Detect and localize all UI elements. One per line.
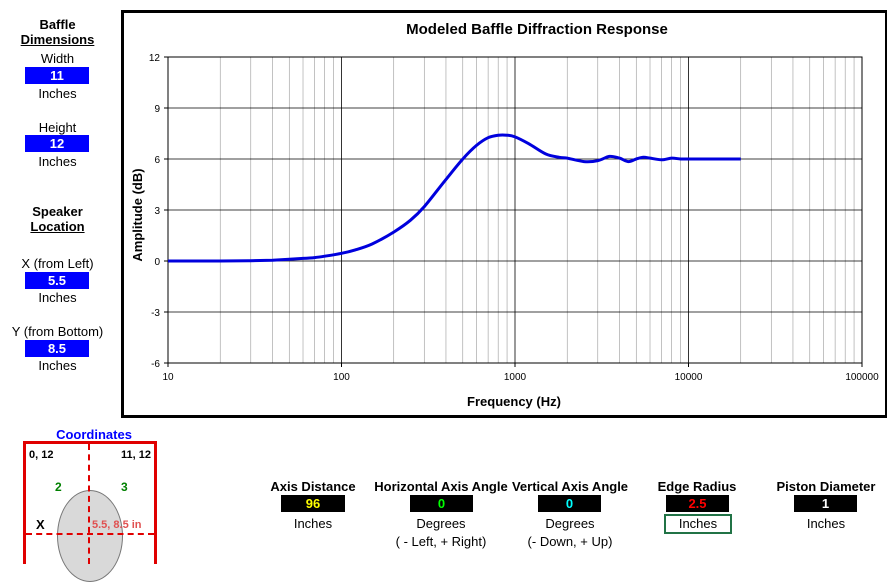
axis-distance-unit: Inches <box>293 516 333 531</box>
y-tick-label: 6 <box>154 155 160 166</box>
coord-top-right: 11, 12 <box>121 449 151 461</box>
plot-area-frame <box>167 56 863 364</box>
axis-distance-cell[interactable]: 96 <box>281 495 345 512</box>
y-from-bottom-label: Y (from Bottom) <box>11 324 104 339</box>
x-axis-title: Frequency (Hz) <box>467 394 561 409</box>
chart-title: Modeled Baffle Diffraction Response <box>406 21 668 38</box>
piston-diameter-label: Piston Diameter <box>776 479 876 494</box>
y-tick-label: 12 <box>149 53 161 64</box>
coord-top-left: 0, 12 <box>29 449 54 461</box>
vertical-angle-cell[interactable]: 0 <box>538 495 601 512</box>
width-unit: Inches <box>38 86 77 101</box>
x-tick-label: 10000 <box>675 372 703 383</box>
piston-diameter-unit: Inches <box>806 516 846 531</box>
width-label: Width <box>40 51 75 66</box>
x-axis-marker: X <box>36 517 45 532</box>
y-tick-label: -3 <box>151 308 160 319</box>
response-curve <box>167 133 741 263</box>
horizontal-angle-unit: Degrees <box>416 516 466 531</box>
vertical-angle-unit: Degrees <box>545 516 595 531</box>
x-from-left-label: X (from Left) <box>21 256 94 271</box>
vertical-angle-note: (- Down, + Up) <box>527 534 613 549</box>
x-tick-label: 1000 <box>504 372 527 383</box>
speaker-subtitle: Location <box>30 219 85 234</box>
y-unit: Inches <box>38 358 77 373</box>
x-tick-label: 10 <box>162 372 174 383</box>
quadrant-2-label: 2 <box>55 480 62 494</box>
x-tick-label: 100000 <box>845 372 879 383</box>
x-tick-label: 100 <box>333 372 350 383</box>
axis-distance-label: Axis Distance <box>270 479 356 494</box>
horizontal-angle-label: Horizontal Axis Angle <box>374 479 508 494</box>
y-tick-label: 9 <box>154 104 160 115</box>
diffraction-chart: -6 -3 0 3 6 9 12 10 100 1000 10000 100000 Modeled B… <box>121 10 887 418</box>
edge-radius-cell[interactable]: 2.5 <box>666 495 729 512</box>
horizontal-angle-cell[interactable]: 0 <box>410 495 473 512</box>
coordinates-diagram: 0, 12 11, 12 2 3 X 5.5, 8.5 in <box>23 441 157 582</box>
baffle-heading: Baffle Dimensions <box>15 17 100 47</box>
edge-radius-label: Edge Radius <box>657 479 737 494</box>
quadrant-3-label: 3 <box>121 480 128 494</box>
height-value-cell[interactable]: 12 <box>25 135 89 152</box>
baffle-subtitle: Dimensions <box>20 32 95 47</box>
y-axis-title: Amplitude (dB) <box>130 168 145 261</box>
x-value-cell[interactable]: 5.5 <box>25 272 89 289</box>
y-tick-label: -6 <box>151 359 160 370</box>
height-label: Height <box>38 120 77 135</box>
edge-radius-unit[interactable]: Inches <box>664 514 732 534</box>
y-tick-label: 0 <box>154 257 160 268</box>
chart-svg: -6 -3 0 3 6 9 12 10 100 1000 10000 100000 Modeled B… <box>130 21 879 409</box>
horizontal-angle-note: ( - Left, + Right) <box>395 534 487 549</box>
vertical-dashed-line <box>88 444 90 564</box>
piston-diameter-cell[interactable]: 1 <box>794 495 857 512</box>
baffle-title: Baffle <box>39 17 76 32</box>
y-tick-label: 3 <box>154 206 160 217</box>
width-value-cell[interactable]: 11 <box>25 67 89 84</box>
height-unit: Inches <box>38 154 77 169</box>
vertical-angle-label: Vertical Axis Angle <box>511 479 629 494</box>
coordinates-title: Coordinates <box>56 427 132 442</box>
speaker-location-heading: Speaker Location <box>15 204 100 234</box>
speaker-title: Speaker <box>32 204 83 219</box>
speaker-point-label: 5.5, 8.5 in <box>92 519 142 531</box>
x-unit: Inches <box>38 290 77 305</box>
y-value-cell[interactable]: 8.5 <box>25 340 89 357</box>
ellipse-piston <box>57 490 123 582</box>
horizontal-dashed-line <box>26 533 154 535</box>
